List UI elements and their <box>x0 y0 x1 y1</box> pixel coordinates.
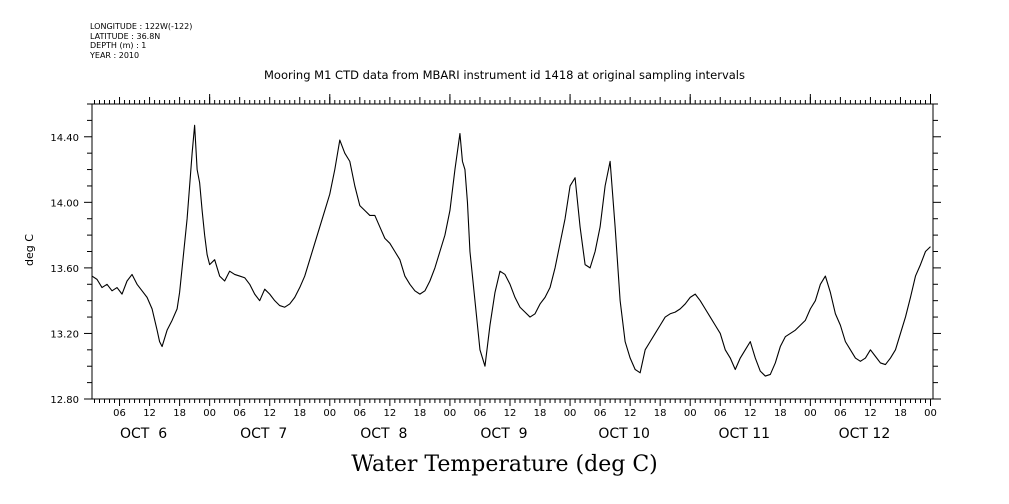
latitude-label: LATITUDE : 36.8N <box>90 31 161 41</box>
x-day-label: OCT 11 <box>718 426 770 442</box>
x-hour-label: 00 <box>444 408 457 419</box>
x-hour-label: 12 <box>744 408 757 419</box>
x-hour-label: 06 <box>834 408 847 419</box>
x-hour-label: 06 <box>233 408 246 419</box>
x-hour-label: 06 <box>474 408 487 419</box>
x-hour-label: 18 <box>534 408 547 419</box>
x-hour-label: 12 <box>624 408 637 419</box>
metadata-block: LONGITUDE : 122W(-122) LATITUDE : 36.8N … <box>90 22 192 60</box>
longitude-label: LONGITUDE : 122W(-122) <box>90 22 193 31</box>
x-hour-label: 06 <box>113 408 126 419</box>
x-hour-label: 12 <box>864 408 877 419</box>
y-tick-label: 14.00 <box>50 198 79 209</box>
x-hour-label: 18 <box>293 408 306 419</box>
x-hour-label: 12 <box>143 408 156 419</box>
y-tick-label: 13.60 <box>50 264 79 275</box>
x-hour-label: 18 <box>173 408 186 419</box>
x-hour-label: 06 <box>353 408 366 419</box>
x-day-label: OCT 12 <box>839 426 891 442</box>
y-tick-label: 14.40 <box>50 133 79 144</box>
x-day-label: OCT 10 <box>598 426 650 442</box>
x-day-label: OCT 7 <box>240 426 287 442</box>
x-hour-label: 18 <box>654 408 667 419</box>
plot-frame <box>91 103 934 400</box>
x-hour-label: 00 <box>924 408 937 419</box>
y-tick-label: 13.20 <box>50 329 79 340</box>
x-hour-label: 12 <box>383 408 396 419</box>
x-hour-label: 00 <box>804 408 817 419</box>
x-axis-label: Water Temperature (deg C) <box>351 452 658 477</box>
x-hour-label: 00 <box>323 408 336 419</box>
temperature-series-line <box>91 124 931 377</box>
year-label: YEAR : 2010 <box>90 50 140 60</box>
x-hour-label: 12 <box>263 408 276 419</box>
x-hour-label: 18 <box>414 408 427 419</box>
x-day-label: OCT 6 <box>120 426 167 442</box>
chart-title: Mooring M1 CTD data from MBARI instrumen… <box>264 68 745 82</box>
x-hour-label: 18 <box>894 408 907 419</box>
y-axis-label: deg C <box>23 234 36 266</box>
x-hour-label: 00 <box>684 408 697 419</box>
x-hour-label: 06 <box>714 408 727 419</box>
x-hour-label: 12 <box>504 408 517 419</box>
depth-label: DEPTH (m) : 1 <box>90 41 147 50</box>
x-hour-label: 00 <box>564 408 577 419</box>
y-tick-label: 12.80 <box>50 395 79 406</box>
x-day-label: OCT 8 <box>360 426 407 442</box>
x-hour-label: 06 <box>594 408 607 419</box>
x-hour-label: 18 <box>774 408 787 419</box>
x-day-label: OCT 9 <box>480 426 527 442</box>
x-hour-label: 00 <box>203 408 216 419</box>
